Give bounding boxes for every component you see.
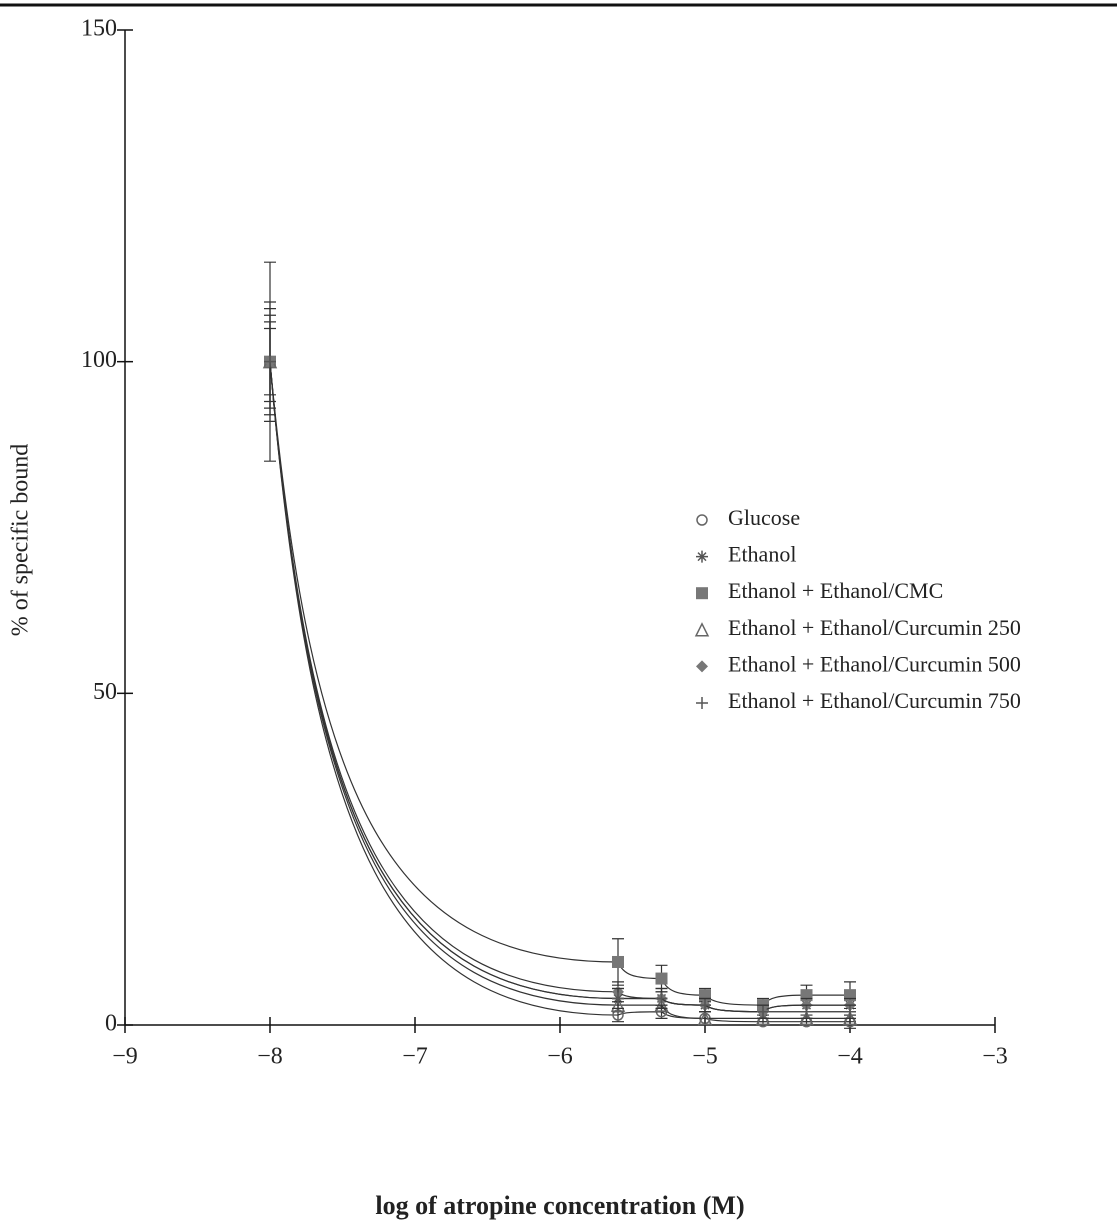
legend-marker — [696, 551, 708, 563]
data-point — [656, 992, 668, 1004]
legend-marker — [697, 515, 707, 525]
legend-marker — [696, 624, 708, 636]
y-tick-label: 0 — [105, 1011, 117, 1037]
legend-marker — [696, 660, 708, 672]
data-point — [612, 956, 624, 968]
legend-label: Ethanol + Ethanol/Curcumin 250 — [728, 615, 1021, 640]
x-tick-label: −3 — [982, 1044, 1008, 1070]
x-tick-label: −8 — [257, 1044, 283, 1070]
fit-curve — [270, 362, 850, 1012]
x-tick-label: −7 — [402, 1044, 428, 1070]
y-tick-label: 150 — [81, 16, 117, 42]
legend-label: Ethanol + Ethanol/Curcumin 750 — [728, 688, 1021, 713]
data-point — [801, 1006, 813, 1018]
x-tick-label: −9 — [112, 1044, 138, 1070]
y-axis-label: % of specific bound — [8, 444, 34, 637]
y-tick-label: 100 — [81, 347, 117, 373]
x-tick-label: −6 — [547, 1044, 573, 1070]
data-point — [656, 973, 668, 985]
legend-label: Ethanol — [728, 542, 796, 567]
chart: log of atropine concentration (M) % of s… — [0, 0, 1117, 1225]
legend-marker — [696, 587, 708, 599]
legend-label: Ethanol + Ethanol/Curcumin 500 — [728, 651, 1021, 676]
data-point — [844, 1006, 856, 1018]
legend-marker — [696, 697, 708, 709]
y-tick-label: 50 — [93, 679, 117, 705]
fit-curve — [270, 362, 850, 1005]
x-tick-label: −4 — [837, 1044, 863, 1070]
x-axis-label: log of atropine concentration (M) — [375, 1191, 744, 1220]
x-tick-label: −5 — [692, 1044, 718, 1070]
legend-label: Ethanol + Ethanol/CMC — [728, 578, 943, 603]
legend-label: Glucose — [728, 505, 800, 530]
fit-curve — [270, 362, 850, 1012]
fit-curve — [270, 362, 850, 1012]
